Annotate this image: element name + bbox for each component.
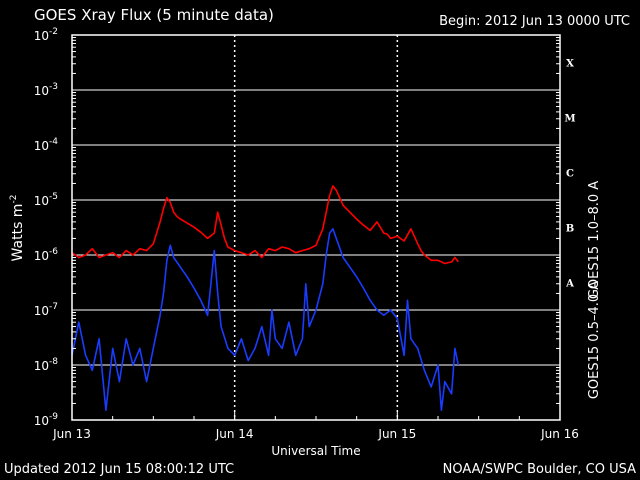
grid-layer	[72, 35, 560, 420]
y-tick-label: 10-5	[34, 192, 58, 208]
x-tick-label: Jun 16	[540, 427, 579, 441]
x-tick-label: Jun 14	[215, 427, 254, 441]
begin-label: Begin: 2012 Jun 13 0000 UTC	[439, 14, 630, 29]
chart-title: GOES Xray Flux (5 minute data)	[34, 6, 274, 24]
x-tick-label: Jun 15	[377, 427, 416, 441]
credit-label: NOAA/SWPC Boulder, CO USA	[442, 462, 636, 477]
svg-text:Watts m-2: Watts m-2	[9, 195, 26, 262]
x-tick-label: Jun 13	[52, 427, 91, 441]
y-tick-label: 10-9	[34, 412, 59, 428]
y-tick-label: 10-8	[34, 357, 59, 373]
flare-class-label: M	[564, 114, 575, 125]
y-axis-label-text: Watts m	[10, 204, 26, 262]
y-tick-label: 10-4	[34, 137, 59, 153]
y-tick-label: 10-2	[34, 27, 58, 43]
y-tick-label: 10-6	[34, 247, 59, 263]
series-layer	[71, 185, 460, 412]
y-tick-label: 10-3	[34, 82, 58, 98]
x-axis-label: Universal Time	[271, 444, 360, 458]
legend-goes15-short: GOES15 0.5–4.0 A	[587, 281, 602, 399]
y-axis-label-exp: -2	[9, 195, 19, 204]
axis-layer: 10-9 10-8 10-7 10-6 10-5 10-4 10-3 10-2 Jun 13 Ju…	[34, 27, 579, 441]
y-tick-label: 10-7	[34, 302, 58, 318]
flare-class-label: B	[566, 224, 574, 235]
flare-class-label: C	[566, 169, 574, 180]
series-goes15-short	[71, 228, 460, 412]
plot-frame	[71, 34, 561, 421]
legend-goes15-long: GOES15 1.0–8.0 A	[587, 181, 602, 299]
updated-timestamp: Updated 2012 Jun 15 08:00:12 UTC	[4, 462, 235, 477]
y-axis-label: Watts m-2	[9, 195, 26, 262]
series-goes15-long	[71, 185, 459, 265]
flare-class-label: X	[566, 59, 574, 70]
flare-class-label: A	[565, 279, 574, 290]
